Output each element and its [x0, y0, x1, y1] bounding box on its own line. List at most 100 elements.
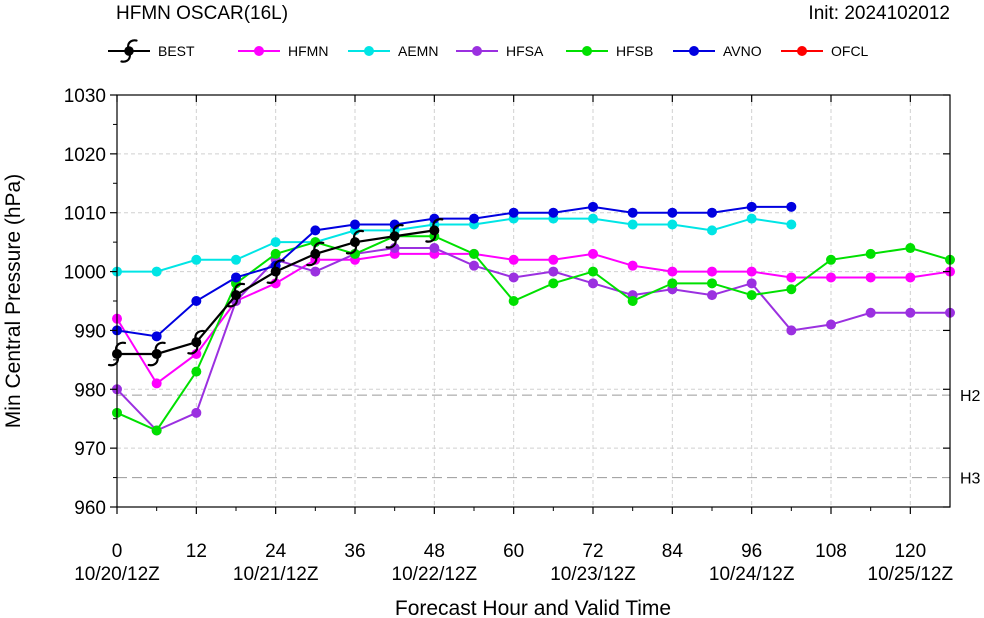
data-point-avno — [191, 296, 202, 306]
series-line-hfsa — [116, 247, 950, 432]
data-point-best — [226, 282, 246, 308]
x-tick-label: 0 — [112, 541, 123, 562]
data-point-best — [147, 341, 166, 367]
hurricane-icon-arm — [385, 239, 397, 249]
data-point-aemn — [191, 254, 202, 265]
data-point-hfmn — [627, 260, 638, 271]
data-point-avno — [469, 213, 479, 224]
legend: BEST HFMN AEMN HFSA HFSB AVNO OFCL — [108, 39, 869, 63]
legend-item-aemn: AEMN — [348, 43, 438, 59]
hurricane-icon-eye — [151, 348, 162, 359]
x-tick-label: 48 — [424, 541, 445, 562]
y-tick-label: 970 — [74, 439, 106, 460]
x-tick-label: 24 — [265, 541, 287, 562]
axes: 960 970 980 990 1000 1010 1020 1030 0 12 24 36 48 60 7… — [64, 86, 954, 585]
data-point-hfsa — [905, 307, 916, 318]
data-point-best — [425, 218, 444, 243]
init-label: Init: 2024102012 — [808, 3, 950, 24]
y-tick-label: 1030 — [64, 86, 106, 107]
data-point-hfmn — [588, 248, 598, 259]
data-point-avno — [707, 207, 717, 218]
data-point-hfmn — [707, 266, 717, 277]
data-point-hfsb — [191, 366, 202, 377]
data-point-hfsa — [786, 325, 797, 336]
data-point-hfsa — [429, 243, 440, 254]
data-point-avno — [231, 272, 241, 283]
data-point-aemn — [588, 213, 598, 224]
series-layer — [107, 201, 955, 436]
reference-label-h3: H3 — [960, 471, 981, 488]
y-tick-label: 960 — [74, 498, 106, 519]
hurricane-icon-arm — [233, 282, 246, 292]
data-point-hfsb — [746, 290, 757, 301]
legend-label: HFMN — [288, 43, 328, 59]
legend-marker — [364, 46, 374, 56]
series-line-aemn — [117, 217, 792, 273]
reference-label-h2: H2 — [960, 388, 981, 405]
data-point-aemn — [231, 254, 241, 265]
y-tick-label: 980 — [74, 380, 106, 401]
data-point-avno — [350, 219, 360, 230]
data-point-hfmn — [865, 272, 876, 283]
legend-item-best: BEST — [108, 39, 195, 63]
hurricane-icon-arm — [313, 241, 325, 251]
x-tick-label: 36 — [344, 541, 365, 562]
data-point-hfsb — [865, 248, 876, 259]
legend-item-hfmn: HFMN — [238, 43, 328, 59]
data-point-hfsb — [786, 284, 797, 295]
y-tick-label: 1020 — [64, 145, 106, 166]
legend-marker — [689, 46, 699, 56]
data-point-avno — [588, 201, 598, 212]
legend-label: HFSA — [506, 43, 544, 59]
reference-lines: H2 H3 — [117, 388, 981, 488]
data-point-hfsb — [588, 266, 598, 277]
hurricane-icon-arm — [107, 357, 120, 367]
data-point-aemn — [707, 225, 717, 236]
data-point-avno — [151, 331, 162, 342]
data-point-hfsb — [508, 296, 519, 306]
data-point-hfsa — [548, 266, 559, 277]
x-tick-label: 72 — [582, 541, 603, 562]
data-point-aemn — [151, 266, 162, 277]
data-point-best — [306, 241, 325, 267]
y-tick-label: 990 — [74, 321, 106, 342]
series-line-hfsb — [116, 235, 951, 432]
x-date-label: 10/23/12Z — [550, 564, 636, 585]
legend-label: BEST — [158, 43, 195, 59]
x-date-label: 10/20/12Z — [74, 564, 160, 585]
data-point-aemn — [786, 219, 797, 230]
data-point-avno — [508, 207, 519, 218]
data-point-hfsa — [508, 272, 519, 283]
data-point-avno — [627, 207, 638, 218]
data-point-hfsb — [469, 248, 479, 259]
x-date-label: 10/21/12Z — [233, 564, 319, 585]
data-point-avno — [786, 201, 797, 212]
hurricane-icon-eye — [231, 290, 241, 301]
legend-marker — [797, 46, 807, 56]
data-point-best — [385, 223, 404, 249]
x-date-label: 10/22/12Z — [392, 564, 478, 585]
data-point-hfmn — [508, 254, 519, 265]
hurricane-icon-arm — [425, 233, 437, 243]
hurricane-icon-eye — [350, 237, 360, 248]
x-axis-label: Forecast Hour and Valid Time — [395, 597, 671, 618]
data-point-hfmn — [548, 254, 559, 265]
hurricane-icon-arm — [306, 257, 318, 267]
data-point-aemn — [270, 237, 281, 248]
data-point-hfsb — [627, 296, 638, 306]
legend-item-avno: AVNO — [673, 43, 762, 59]
data-point-hfmn — [826, 272, 836, 283]
grid — [117, 95, 950, 507]
x-tick-label: 96 — [741, 541, 762, 562]
data-point-hfmn — [667, 266, 678, 277]
data-point-hfsa — [588, 278, 598, 289]
data-point-aemn — [667, 219, 678, 230]
series-hfmn — [112, 248, 955, 389]
data-point-hfsb — [826, 254, 836, 265]
chart-title: HFMN OSCAR(16L) — [116, 3, 288, 24]
data-point-hfsa — [707, 290, 717, 301]
data-point-avno — [667, 207, 678, 218]
data-point-hfsb — [905, 243, 916, 254]
hurricane-icon-arm — [266, 274, 278, 284]
